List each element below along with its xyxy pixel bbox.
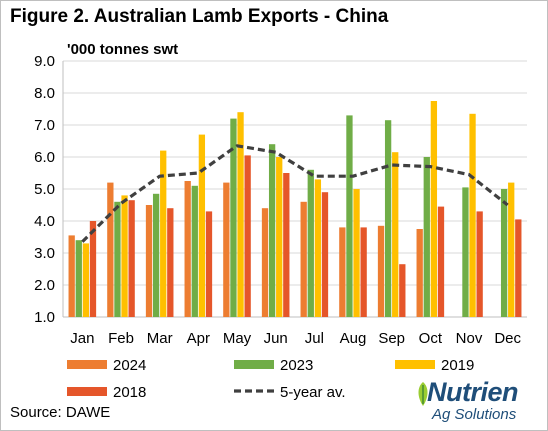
bar-2024-mar xyxy=(145,205,153,317)
bar-2023-feb xyxy=(114,201,121,317)
bar-2023-dec xyxy=(500,189,508,317)
bar-2018-nov xyxy=(476,211,483,317)
y-tick-label: 3.0 xyxy=(34,245,55,262)
bar-2019-jul xyxy=(314,179,322,317)
line-5-year-average xyxy=(81,144,509,243)
bar-2018-aug xyxy=(360,227,367,317)
leaf-icon xyxy=(418,382,428,406)
bar-2023-mar xyxy=(152,193,160,317)
bar-2019-may xyxy=(237,112,244,317)
bar-2018-dec xyxy=(515,219,522,317)
bar-2024-jul xyxy=(300,201,307,317)
bar-2023-oct xyxy=(423,157,430,317)
bar-2019-apr xyxy=(198,134,206,317)
bar-2018-mar xyxy=(167,208,174,317)
bar-2018-jun xyxy=(283,173,290,317)
y-tick-label: 1.0 xyxy=(34,309,55,326)
y-axis-label: '000 tonnes swt xyxy=(67,41,179,58)
bar-2023-nov xyxy=(462,187,469,317)
bar-2018-oct xyxy=(437,206,445,317)
legend-label-2018: 2018 xyxy=(113,384,146,401)
x-tick-label: Sep xyxy=(378,330,405,347)
bar-2019-aug xyxy=(353,189,360,317)
bar-2024-may xyxy=(223,182,230,317)
y-tick-label: 2.0 xyxy=(34,277,55,294)
bar-2018-sep xyxy=(399,264,406,317)
bar-2018-may xyxy=(244,155,251,317)
x-tick-label: Dec xyxy=(494,330,521,347)
bar-2024-jan xyxy=(68,235,75,317)
bar-2024-oct xyxy=(416,229,423,317)
y-tick-label: 5.0 xyxy=(34,181,55,198)
bar-2024-apr xyxy=(184,181,191,317)
bar-2023-jun xyxy=(268,144,276,317)
y-tick-label: 9.0 xyxy=(34,53,55,70)
bar-2023-may xyxy=(230,118,237,317)
bar-2023-aug xyxy=(346,115,353,318)
legend-swatch-2019 xyxy=(395,360,435,369)
legend-swatch-2018 xyxy=(67,387,107,396)
bar-2024-sep xyxy=(377,225,385,317)
bar-2018-apr xyxy=(205,211,213,317)
legend-swatch-2023 xyxy=(234,360,274,369)
logo-wordmark: Nutrien xyxy=(427,377,519,407)
source-note: Source: DAWE xyxy=(10,404,111,421)
nutrien-logo: Nutrien Ag Solutions xyxy=(415,377,543,427)
x-tick-label: Nov xyxy=(456,330,483,347)
bar-2018-jul xyxy=(321,192,329,317)
legend-label-2024: 2024 xyxy=(113,357,146,374)
bar-2019-mar xyxy=(160,150,167,317)
bar-2019-jun xyxy=(276,157,283,317)
bar-2024-feb xyxy=(107,182,114,317)
bar-2023-jul xyxy=(307,169,314,317)
bar-2019-dec xyxy=(508,182,515,317)
bar-2019-nov xyxy=(469,113,476,317)
x-tick-label: Feb xyxy=(108,330,134,347)
x-tick-label: Jul xyxy=(305,330,324,347)
bar-2018-feb xyxy=(128,200,135,317)
bar-2024-aug xyxy=(339,227,346,317)
bar-2023-apr xyxy=(191,185,198,317)
x-tick-label: Aug xyxy=(340,330,367,347)
bar-2019-jan xyxy=(82,243,90,317)
legend-label-2019: 2019 xyxy=(441,357,474,374)
logo-tagline: Ag Solutions xyxy=(432,406,517,423)
y-tick-label: 7.0 xyxy=(34,117,55,134)
x-tick-label: Oct xyxy=(419,330,443,347)
x-tick-label: Mar xyxy=(147,330,173,347)
legend-label-2023: 2023 xyxy=(280,357,313,374)
bar-2019-oct xyxy=(430,101,438,317)
bar-2019-sep xyxy=(392,152,399,317)
bar-2023-jan xyxy=(75,240,82,317)
y-tick-label: 8.0 xyxy=(34,85,55,102)
bar-2024-jun xyxy=(261,208,269,317)
legend-swatch-2024 xyxy=(67,360,107,369)
y-tick-label: 4.0 xyxy=(34,213,55,230)
x-tick-label: May xyxy=(223,330,252,347)
bar-2019-feb xyxy=(121,195,128,317)
legend-label-5-year-av-: 5-year av. xyxy=(280,384,346,401)
bar-2018-jan xyxy=(89,221,97,317)
x-tick-label: Jan xyxy=(70,330,94,347)
x-tick-label: Apr xyxy=(187,330,210,347)
x-tick-label: Jun xyxy=(264,330,288,347)
y-tick-label: 6.0 xyxy=(34,149,55,166)
chart-title: Figure 2. Australian Lamb Exports - Chin… xyxy=(10,6,389,27)
bar-2023-sep xyxy=(384,120,392,317)
